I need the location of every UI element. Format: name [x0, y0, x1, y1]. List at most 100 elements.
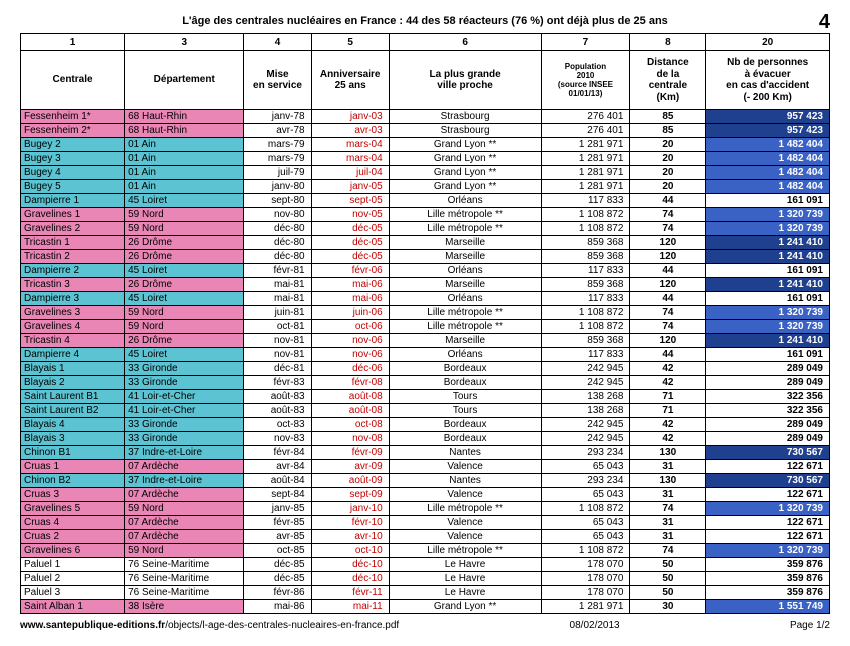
cell: Strasbourg: [389, 124, 541, 138]
table-row: Saint Laurent B241 Loir-et-Cheraoût-83ao…: [21, 404, 830, 418]
cell: Lille métropole **: [389, 502, 541, 516]
cell: août-09: [311, 474, 389, 488]
table-row: Fessenheim 2*68 Haut-Rhinavr-78avr-03Str…: [21, 124, 830, 138]
cell: déc-85: [244, 572, 311, 586]
cell: Dampierre 3: [21, 292, 125, 306]
cell: 38 Isère: [125, 600, 244, 614]
cell: 859 368: [541, 236, 630, 250]
cell: oct-85: [244, 544, 311, 558]
cell: Blayais 4: [21, 418, 125, 432]
cell: févr-08: [311, 376, 389, 390]
cell: 68 Haut-Rhin: [125, 124, 244, 138]
col-header: Miseen service: [244, 51, 311, 110]
cell: 07 Ardèche: [125, 516, 244, 530]
cell: 178 070: [541, 572, 630, 586]
cell: 161 091: [706, 264, 830, 278]
cell: avr-10: [311, 530, 389, 544]
table-row: Chinon B237 Indre-et-Loireaoût-84août-09…: [21, 474, 830, 488]
cell: 37 Indre-et-Loire: [125, 446, 244, 460]
cell: 33 Gironde: [125, 376, 244, 390]
column-number-row: 134567820: [21, 34, 830, 51]
cell: 74: [630, 544, 706, 558]
col-number: 3: [125, 34, 244, 51]
cell: Lille métropole **: [389, 222, 541, 236]
cell: 74: [630, 320, 706, 334]
cell: Orléans: [389, 264, 541, 278]
cell: mai-81: [244, 278, 311, 292]
cell: 50: [630, 558, 706, 572]
col-header: Distancede lacentrale(Km): [630, 51, 706, 110]
cell: Bugey 2: [21, 138, 125, 152]
cell: Strasbourg: [389, 110, 541, 124]
cell: Lille métropole **: [389, 544, 541, 558]
col-number: 4: [244, 34, 311, 51]
cell: 01 Ain: [125, 138, 244, 152]
cell: 74: [630, 306, 706, 320]
cell: Grand Lyon **: [389, 600, 541, 614]
cell: déc-80: [244, 250, 311, 264]
cell: févr-06: [311, 264, 389, 278]
cell: 1 320 739: [706, 320, 830, 334]
cell: 65 043: [541, 530, 630, 544]
cell: Valence: [389, 530, 541, 544]
cell: 1 281 971: [541, 138, 630, 152]
table-row: Cruas 107 Ardècheavr-84avr-09Valence65 0…: [21, 460, 830, 474]
cell: 957 423: [706, 110, 830, 124]
cell: 1 281 971: [541, 152, 630, 166]
cell: 859 368: [541, 278, 630, 292]
cell: 42: [630, 376, 706, 390]
cell: 42: [630, 418, 706, 432]
cell: 957 423: [706, 124, 830, 138]
cell: mai-06: [311, 278, 389, 292]
cell: Valence: [389, 460, 541, 474]
cell: 07 Ardèche: [125, 460, 244, 474]
cell: janv-78: [244, 110, 311, 124]
cell: 59 Nord: [125, 306, 244, 320]
table-row: Blayais 233 Girondefévr-83févr-08Bordeau…: [21, 376, 830, 390]
cell: 65 043: [541, 460, 630, 474]
cell: 59 Nord: [125, 222, 244, 236]
cell: 1 241 410: [706, 334, 830, 348]
cell: Bugey 4: [21, 166, 125, 180]
cell: 1 281 971: [541, 600, 630, 614]
cell: avr-85: [244, 530, 311, 544]
cell: Cruas 4: [21, 516, 125, 530]
cell: 1 241 410: [706, 236, 830, 250]
cell: 1 108 872: [541, 544, 630, 558]
cell: août-08: [311, 404, 389, 418]
cell: 74: [630, 222, 706, 236]
page-number-badge: 4: [819, 11, 830, 34]
cell: déc-06: [311, 362, 389, 376]
cell: avr-03: [311, 124, 389, 138]
cell: 44: [630, 292, 706, 306]
cell: sept-09: [311, 488, 389, 502]
table-row: Gravelines 359 Nordjuin-81juin-06Lille m…: [21, 306, 830, 320]
cell: 1 320 739: [706, 222, 830, 236]
col-header: Nb de personnesà évacueren cas d'acciden…: [706, 51, 830, 110]
cell: 1 108 872: [541, 208, 630, 222]
cell: Nantes: [389, 446, 541, 460]
cell: juil-79: [244, 166, 311, 180]
cell: 359 876: [706, 586, 830, 600]
col-header: La plus grandeville proche: [389, 51, 541, 110]
cell: févr-86: [244, 586, 311, 600]
cell: 242 945: [541, 432, 630, 446]
cell: 293 234: [541, 446, 630, 460]
cell: 85: [630, 110, 706, 124]
cell: 59 Nord: [125, 502, 244, 516]
cell: oct-83: [244, 418, 311, 432]
cell: Gravelines 4: [21, 320, 125, 334]
cell: Orléans: [389, 194, 541, 208]
cell: 20: [630, 180, 706, 194]
table-row: Saint Laurent B141 Loir-et-Cheraoût-83ao…: [21, 390, 830, 404]
cell: août-83: [244, 404, 311, 418]
cell: 74: [630, 208, 706, 222]
table-row: Tricastin 426 Drômenov-81nov-06Marseille…: [21, 334, 830, 348]
footer-date: 08/02/2013: [570, 620, 620, 631]
table-row: Tricastin 326 Drômemai-81mai-06Marseille…: [21, 278, 830, 292]
cell: Marseille: [389, 250, 541, 264]
cell: 178 070: [541, 586, 630, 600]
cell: 59 Nord: [125, 208, 244, 222]
cell: 1 241 410: [706, 278, 830, 292]
cell: 276 401: [541, 110, 630, 124]
